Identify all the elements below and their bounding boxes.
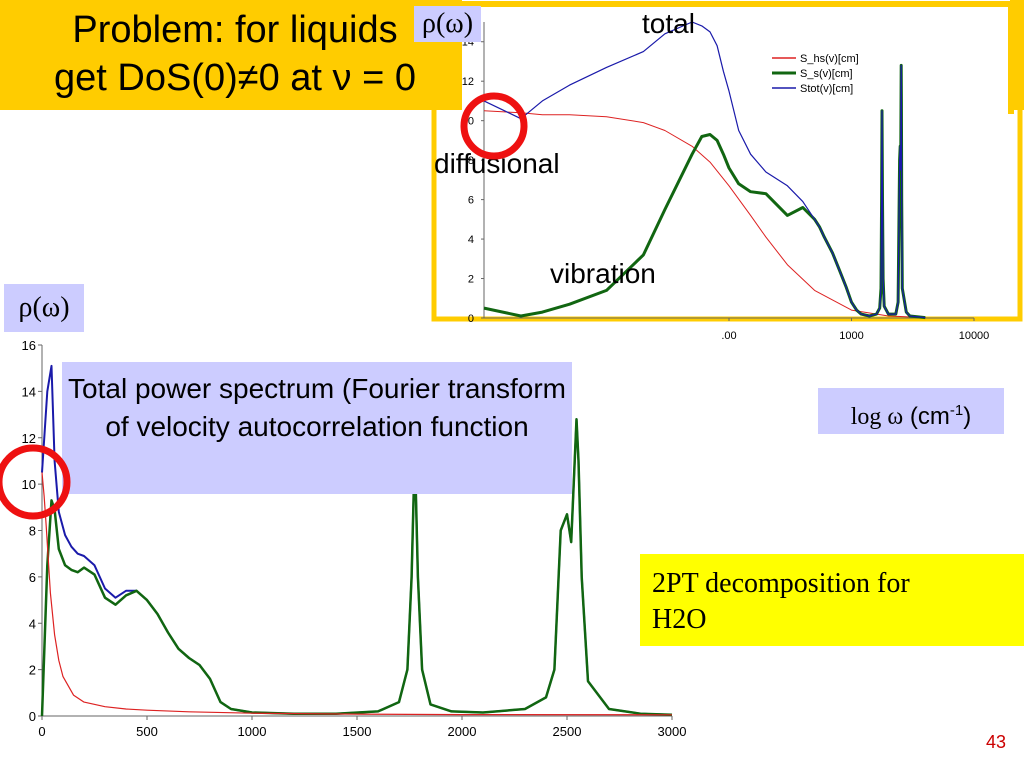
log-y-tick-label: 12: [462, 76, 474, 88]
rho-label-left: ρ(ω): [4, 284, 84, 332]
rho-label-top: ρ(ω): [414, 6, 482, 42]
log-y-tick-label: 0: [468, 313, 474, 325]
y-tick-label: 12: [22, 431, 36, 446]
y-tick-label: 16: [22, 338, 36, 353]
title-line-1: Problem: for liquids: [72, 9, 398, 51]
y-tick-label: 2: [29, 663, 36, 678]
log-y-tick-label: 2: [468, 274, 474, 286]
log-omega-unit: (cm: [909, 403, 950, 430]
log-x-tick-label: .00: [721, 330, 736, 342]
label-vibration: vibration: [550, 258, 656, 289]
log-x-tick-label: 10000: [959, 330, 990, 342]
x-tick-label: 1500: [343, 724, 372, 739]
title-strip: [1010, 0, 1024, 110]
y-tick-label: 4: [29, 616, 36, 631]
y-tick-label: 8: [29, 524, 36, 539]
label-total: total: [642, 8, 695, 39]
x-tick-label: 3000: [658, 724, 687, 739]
linear-spectrum-chart: 0 2 4 6 8 10 12 14 16 0 500 1000 1500 2000 2500 3000: [22, 338, 687, 739]
slide-title: Problem: for liquids get DoS(0)≠0 at ν =…: [10, 6, 460, 102]
log-chart-series: [483, 21, 926, 320]
linear-chart-series: [40, 364, 673, 717]
series-diffusional-line: [41, 472, 673, 716]
page-number: 43: [985, 732, 1006, 752]
info-box: Total power spectrum (Fourier transform …: [62, 362, 572, 494]
legend-entry-shs: S_hs(v)[cm]: [800, 53, 859, 65]
x-tick-label: 0: [38, 724, 45, 739]
log-x-tick-label: 1000: [839, 330, 863, 342]
y-tick-label: 0: [29, 709, 36, 724]
decomposition-line-1: 2PT decomposition for: [652, 568, 910, 599]
decomposition-line-2: H2O: [652, 604, 707, 635]
log-omega-exp: -1: [949, 402, 964, 419]
log-series-shs-line: [483, 110, 926, 319]
legend-entry-stot: Stot(v)[cm]: [800, 83, 853, 95]
legend-entry-ss: S_s(v)[cm]: [800, 68, 853, 80]
x-tick-label: 500: [136, 724, 158, 739]
log-omega-close: ): [963, 403, 972, 430]
linear-chart-axes: 0 2 4 6 8 10 12 14 16 0 500 1000 1500 2000 2500 3000: [22, 338, 687, 739]
y-tick-label: 14: [22, 384, 36, 399]
x-tick-label: 2000: [448, 724, 477, 739]
log-series-stot-line: [483, 21, 926, 319]
title-background: [0, 0, 462, 110]
log-y-tick-label: 8: [468, 155, 474, 167]
y-tick-label: 10: [22, 477, 36, 492]
x-tick-label: 2500: [553, 724, 582, 739]
title-line-2: get DoS(0)≠0 at ν = 0: [54, 57, 416, 99]
y-tick-label: 6: [29, 570, 36, 585]
log-chart-legend: S_hs(v)[cm] S_s(v)[cm] Stot(v)[cm]: [772, 53, 859, 95]
log-y-tick-label: 10: [462, 116, 474, 128]
decomposition-box: 2PT decomposition for H2O: [640, 554, 1024, 646]
log-omega-text: log ω: [850, 404, 904, 430]
log-omega-label: log ω (cm-1): [818, 388, 1004, 434]
log-y-tick-label: 6: [468, 195, 474, 207]
x-tick-label: 1000: [238, 724, 267, 739]
label-diffusional: diffusional: [434, 148, 560, 179]
log-y-tick-label: 4: [468, 234, 474, 246]
